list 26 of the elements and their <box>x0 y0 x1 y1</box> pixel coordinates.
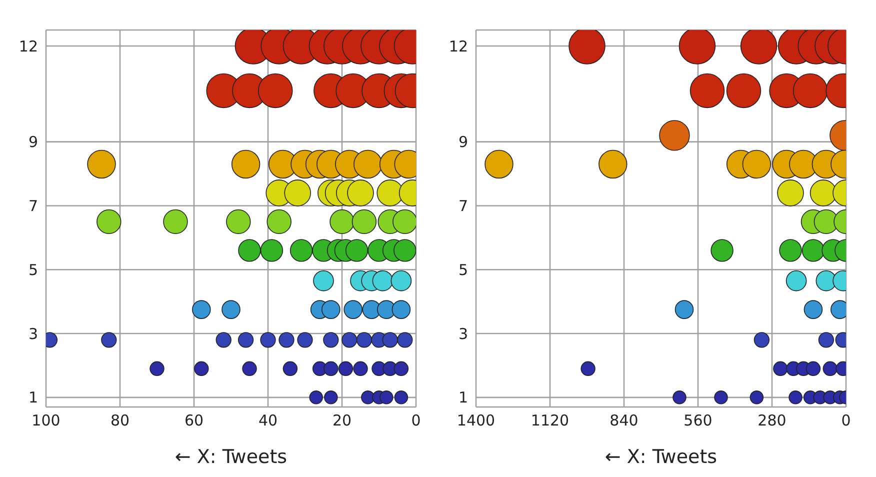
x-tick-label: 280 <box>758 412 786 430</box>
x-tick-label: 840 <box>610 412 638 430</box>
x-tick-label: 1400 <box>456 412 496 430</box>
y-tick-label: 12 <box>18 37 38 56</box>
x-tick-label: 0 <box>411 412 421 430</box>
y-tick-label: 3 <box>458 324 468 343</box>
x-axis-title: ← X: Tweets <box>604 446 718 468</box>
x-tick-label: 80 <box>110 412 130 430</box>
y-tick-label: 9 <box>28 133 38 152</box>
y-tick-label: 7 <box>28 197 38 216</box>
x-tick-label: 60 <box>184 412 204 430</box>
y-tick-label: 5 <box>28 260 38 279</box>
x-tick-label: 20 <box>332 412 352 430</box>
x-tick-label: 100 <box>32 412 60 430</box>
x-tick-label: 560 <box>684 412 712 430</box>
y-tick-label: 5 <box>458 260 468 279</box>
y-tick-label: 3 <box>28 324 38 343</box>
y-tick-label: 7 <box>458 197 468 216</box>
x-tick-label: 0 <box>841 412 851 430</box>
y-tick-label: 1 <box>458 388 468 407</box>
x-tick-label: 40 <box>258 412 278 430</box>
x-axis-title: ← X: Tweets <box>174 446 288 468</box>
y-tick-label: 12 <box>448 37 468 56</box>
y-tick-label: 9 <box>458 133 468 152</box>
y-tick-label: 1 <box>28 388 38 407</box>
x-tick-label: 1120 <box>530 412 570 430</box>
